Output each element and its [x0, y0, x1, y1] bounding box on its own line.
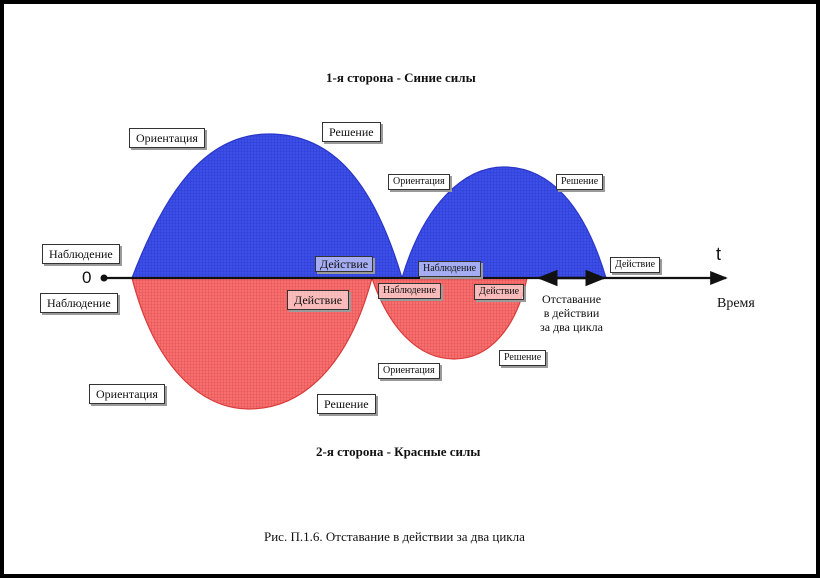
red-action-1-label: Действие	[287, 290, 350, 310]
figure-canvas: 1-я сторона - Синие силы 2-я сторона - К…	[4, 4, 816, 574]
red-action-2-label: Действие	[474, 284, 525, 300]
red-side-heading: 2-я сторона - Красные силы	[316, 444, 481, 459]
ooda-loop-diagram	[100, 133, 728, 410]
blue-decision-1-label: Решение	[322, 122, 381, 142]
blue-side-heading: 1-я сторона - Синие силы	[326, 70, 476, 85]
blue-cycle-1	[131, 133, 403, 279]
red-decision-2-label: Решение	[499, 350, 547, 366]
red-orientation-2-label: Ориентация	[378, 363, 440, 379]
axis-time-label: Время	[717, 296, 755, 311]
blue-orientation-2-label: Ориентация	[388, 174, 450, 190]
axis-origin-dot	[100, 274, 108, 282]
blue-orientation-1-label: Ориентация	[129, 128, 205, 148]
figure-caption: Рис. П.1.6. Отставание в действии за два…	[264, 529, 525, 544]
delay-annotation: Отставание в действии за два цикла	[540, 292, 603, 334]
delay-line-2: в действии	[543, 306, 600, 320]
blue-decision-2-label: Решение	[556, 174, 604, 190]
red-observation-2-label: Наблюдение	[378, 283, 442, 299]
blue-action-2-label: Действие	[610, 257, 661, 273]
blue-cycle-2	[401, 166, 607, 279]
red-observation-label: Наблюдение	[40, 293, 118, 313]
blue-observation-2-label: Наблюдение	[418, 261, 482, 277]
red-cycle-1	[131, 277, 373, 410]
red-decision-1-label: Решение	[317, 394, 376, 414]
blue-action-1-label: Действие	[315, 256, 374, 272]
axis-t-label: t	[716, 244, 722, 264]
red-orientation-1-label: Ориентация	[89, 384, 165, 404]
delay-line-1: Отставание	[541, 292, 602, 306]
blue-observation-label: Наблюдение	[42, 244, 120, 264]
delay-line-3: за два цикла	[540, 320, 603, 334]
axis-origin-label: 0	[82, 268, 92, 287]
